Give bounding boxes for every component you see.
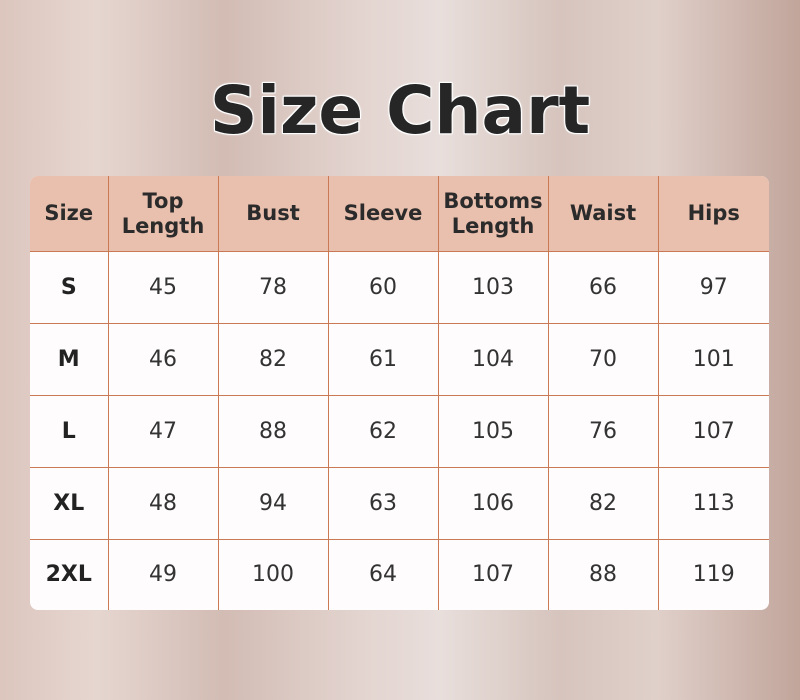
measurement-cell: 47	[107, 394, 219, 468]
column-header: Top Length	[107, 176, 219, 252]
measurement-cell: 113	[657, 466, 769, 540]
measurement-cell: 107	[437, 538, 549, 610]
measurement-cell: 70	[547, 322, 659, 396]
column-header-line: Sleeve	[343, 201, 423, 225]
measurement-cell: 106	[437, 466, 549, 540]
column-header-line: Size	[44, 201, 94, 225]
measurement-cell: 61	[327, 322, 439, 396]
column-header-line: Top	[142, 188, 184, 213]
column-header: Bust	[217, 176, 329, 252]
measurement-cell: 107	[657, 394, 769, 468]
size-chart-table: Size Top Length Bust Sleeve Bottoms Length Wais…	[30, 176, 769, 610]
measurement-cell: 119	[657, 538, 769, 610]
table-row: 2XL 49 100 64 107 88 119	[30, 538, 769, 610]
measurement-cell: 105	[437, 394, 549, 468]
column-header-line: Bottoms	[443, 188, 543, 213]
measurement-cell: 88	[547, 538, 659, 610]
size-cell: XL	[30, 466, 109, 540]
column-header: Hips	[657, 176, 769, 252]
table-row: L 47 88 62 105 76 107	[30, 394, 769, 468]
measurement-cell: 100	[217, 538, 329, 610]
measurement-cell: 66	[547, 251, 659, 324]
measurement-cell: 97	[657, 251, 769, 324]
measurement-cell: 88	[217, 394, 329, 468]
header-row: Size Top Length Bust Sleeve Bottoms Length Wais…	[30, 176, 769, 252]
measurement-cell: 64	[327, 538, 439, 610]
measurement-cell: 48	[107, 466, 219, 540]
column-header-line: Length	[451, 213, 535, 238]
measurement-cell: 101	[657, 322, 769, 396]
measurement-cell: 60	[327, 251, 439, 324]
measurement-cell: 82	[217, 322, 329, 396]
column-header-line: Length	[121, 213, 205, 238]
size-cell: L	[30, 394, 109, 468]
column-header: Waist	[547, 176, 659, 252]
column-header: Sleeve	[327, 176, 439, 252]
column-header-line: Bust	[246, 201, 300, 225]
column-header-line: Waist	[569, 201, 637, 225]
column-header: Size	[30, 176, 109, 252]
table-row: S 45 78 60 103 66 97	[30, 251, 769, 324]
measurement-cell: 49	[107, 538, 219, 610]
column-header: Bottoms Length	[437, 176, 549, 252]
size-cell: S	[30, 251, 109, 324]
column-header-line: Hips	[687, 201, 740, 225]
measurement-cell: 46	[107, 322, 219, 396]
measurement-cell: 62	[327, 394, 439, 468]
measurement-cell: 76	[547, 394, 659, 468]
measurement-cell: 104	[437, 322, 549, 396]
measurement-cell: 63	[327, 466, 439, 540]
measurement-cell: 82	[547, 466, 659, 540]
measurement-cell: 45	[107, 251, 219, 324]
measurement-cell: 78	[217, 251, 329, 324]
table-row: M 46 82 61 104 70 101	[30, 322, 769, 396]
measurement-cell: 94	[217, 466, 329, 540]
measurement-cell: 103	[437, 251, 549, 324]
page-title: Size Chart	[209, 72, 591, 149]
table-row: XL 48 94 63 106 82 113	[30, 466, 769, 540]
size-cell: 2XL	[30, 538, 109, 610]
size-cell: M	[30, 322, 109, 396]
